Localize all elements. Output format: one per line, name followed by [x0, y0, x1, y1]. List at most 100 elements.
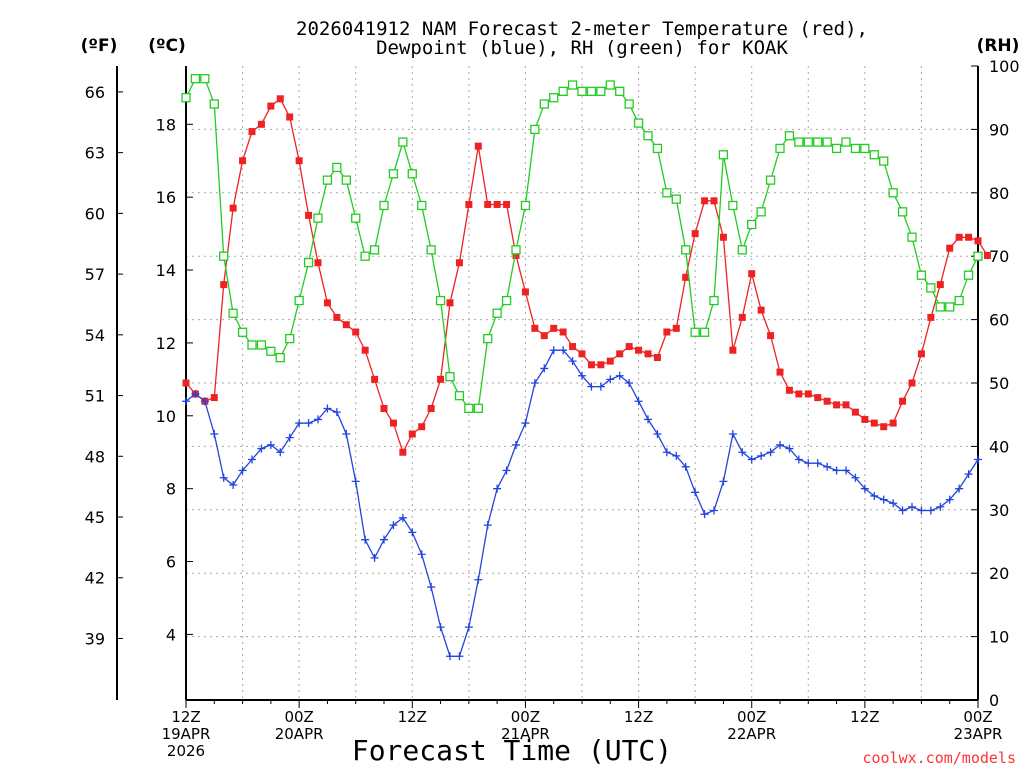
- rh-point: [266, 346, 276, 356]
- temperature-series: [182, 95, 991, 456]
- temperature-point: [182, 379, 190, 387]
- rh-point: [492, 308, 502, 318]
- dewpoint-point: [417, 550, 426, 559]
- rh-point: [247, 340, 257, 350]
- dewpoint-point: [493, 484, 502, 493]
- temperature-point: [512, 251, 520, 259]
- temperature-point: [974, 237, 982, 245]
- dewpoint-point: [408, 528, 417, 537]
- fahrenheit-tick-label: 57: [85, 265, 105, 284]
- temperature-point: [719, 233, 727, 241]
- dewpoint-point: [672, 451, 681, 460]
- rh-point: [285, 333, 295, 344]
- rh-point: [332, 162, 342, 173]
- rh-tick-label: 60: [989, 311, 1009, 330]
- temperature-point: [550, 324, 558, 332]
- temperature-point: [446, 299, 454, 307]
- celsius-tick-label: 4: [166, 625, 176, 644]
- dewpoint-point: [257, 444, 266, 453]
- fahrenheit-tick-label: 63: [85, 144, 105, 163]
- dewpoint-point: [691, 488, 700, 497]
- rh-point: [256, 340, 267, 350]
- dewpoint-point: [512, 440, 520, 449]
- rh-point: [558, 86, 568, 97]
- x-tick-label: 00Z 20APR: [275, 708, 324, 743]
- dewpoint-point: [889, 499, 898, 508]
- dewpoint-point: [955, 484, 964, 493]
- fahrenheit-tick-label: 39: [85, 629, 105, 648]
- x-tick-label-line: 20APR: [275, 725, 324, 743]
- fahrenheit-tick-label: 42: [85, 569, 105, 588]
- rh-point: [511, 245, 521, 255]
- rh-point: [813, 137, 823, 147]
- rh-point: [426, 245, 436, 255]
- rh-point: [831, 143, 842, 154]
- temperature-point: [644, 350, 652, 358]
- x-tick-label-line: 12Z: [171, 708, 200, 726]
- temperature-point: [899, 397, 907, 405]
- dewpoint-point: [719, 477, 728, 486]
- dewpoint-point: [804, 459, 813, 468]
- dewpoint-point: [427, 583, 436, 592]
- dewpoint-point: [323, 404, 332, 413]
- temperature-point: [908, 379, 916, 387]
- rh-point: [728, 200, 738, 211]
- axes: 39 42 45 48 51 54 57 60 63 66 4 6 8 10 12 14 16 18 0 10 20 30…: [85, 57, 1020, 760]
- dewpoint-point: [200, 397, 209, 406]
- rh-point: [275, 352, 285, 363]
- rh-point: [341, 175, 351, 185]
- dewpoint-point: [210, 430, 219, 439]
- rh-tick-label: 30: [989, 501, 1009, 520]
- rh-point: [520, 200, 531, 211]
- rh-point: [417, 200, 427, 211]
- fahrenheit-axis-label: (ºF): [81, 36, 118, 56]
- dewpoint-point: [615, 371, 624, 380]
- x-tick-label-line: 23APR: [954, 725, 1003, 743]
- temperature-point: [701, 197, 709, 205]
- dewpoint-point: [530, 379, 539, 387]
- temperature-point: [880, 423, 888, 431]
- temperature-point: [635, 346, 643, 354]
- x-tick-label: 12Z 19APR 2026: [162, 708, 211, 760]
- dewpoint-point: [945, 495, 954, 504]
- dewpoint-point: [870, 491, 879, 500]
- temperature-point: [521, 288, 529, 296]
- dewpoint-point: [644, 415, 652, 424]
- rh-point: [530, 124, 540, 135]
- x-tick-label-line: 00Z: [963, 708, 992, 726]
- x-tick-label: 00Z 22APR: [727, 708, 776, 743]
- dewpoint-point: [785, 444, 794, 453]
- dewpoint-point: [559, 346, 568, 355]
- dewpoint-point: [182, 397, 190, 406]
- temperature-point: [257, 120, 265, 128]
- dewpoint-point: [436, 623, 445, 632]
- rh-point: [407, 169, 417, 179]
- dewpoint-point: [728, 430, 737, 439]
- x-tick-label-line: 12Z: [624, 708, 653, 726]
- temperature-point: [352, 328, 360, 336]
- temperature-point: [710, 197, 718, 205]
- rh-series: [181, 74, 983, 414]
- temperature-point: [870, 419, 878, 427]
- title-line-1: 2026041912 NAM Forecast 2-meter Temperat…: [296, 18, 868, 40]
- dewpoint-point: [219, 473, 228, 482]
- series-layer: [181, 74, 991, 661]
- dewpoint-point: [578, 371, 586, 380]
- celsius-tick-label: 10: [156, 407, 176, 426]
- temperature-point: [465, 200, 473, 208]
- rh-point: [190, 74, 201, 84]
- temperature-point: [305, 211, 313, 219]
- temperature-point: [936, 281, 944, 289]
- temperature-point: [889, 419, 897, 427]
- temperature-point: [314, 259, 322, 267]
- x-tick-label-line: 00Z: [511, 708, 540, 726]
- rh-point: [313, 213, 323, 223]
- rh-point: [633, 118, 644, 128]
- dewpoint-point: [587, 382, 596, 391]
- rh-point: [369, 245, 380, 255]
- temperature-point: [955, 233, 963, 241]
- temperature-point: [795, 390, 803, 398]
- celsius-axis-label: (ºC): [148, 36, 186, 56]
- x-tick-label-line: 21APR: [501, 725, 550, 743]
- dewpoint-point: [747, 455, 756, 464]
